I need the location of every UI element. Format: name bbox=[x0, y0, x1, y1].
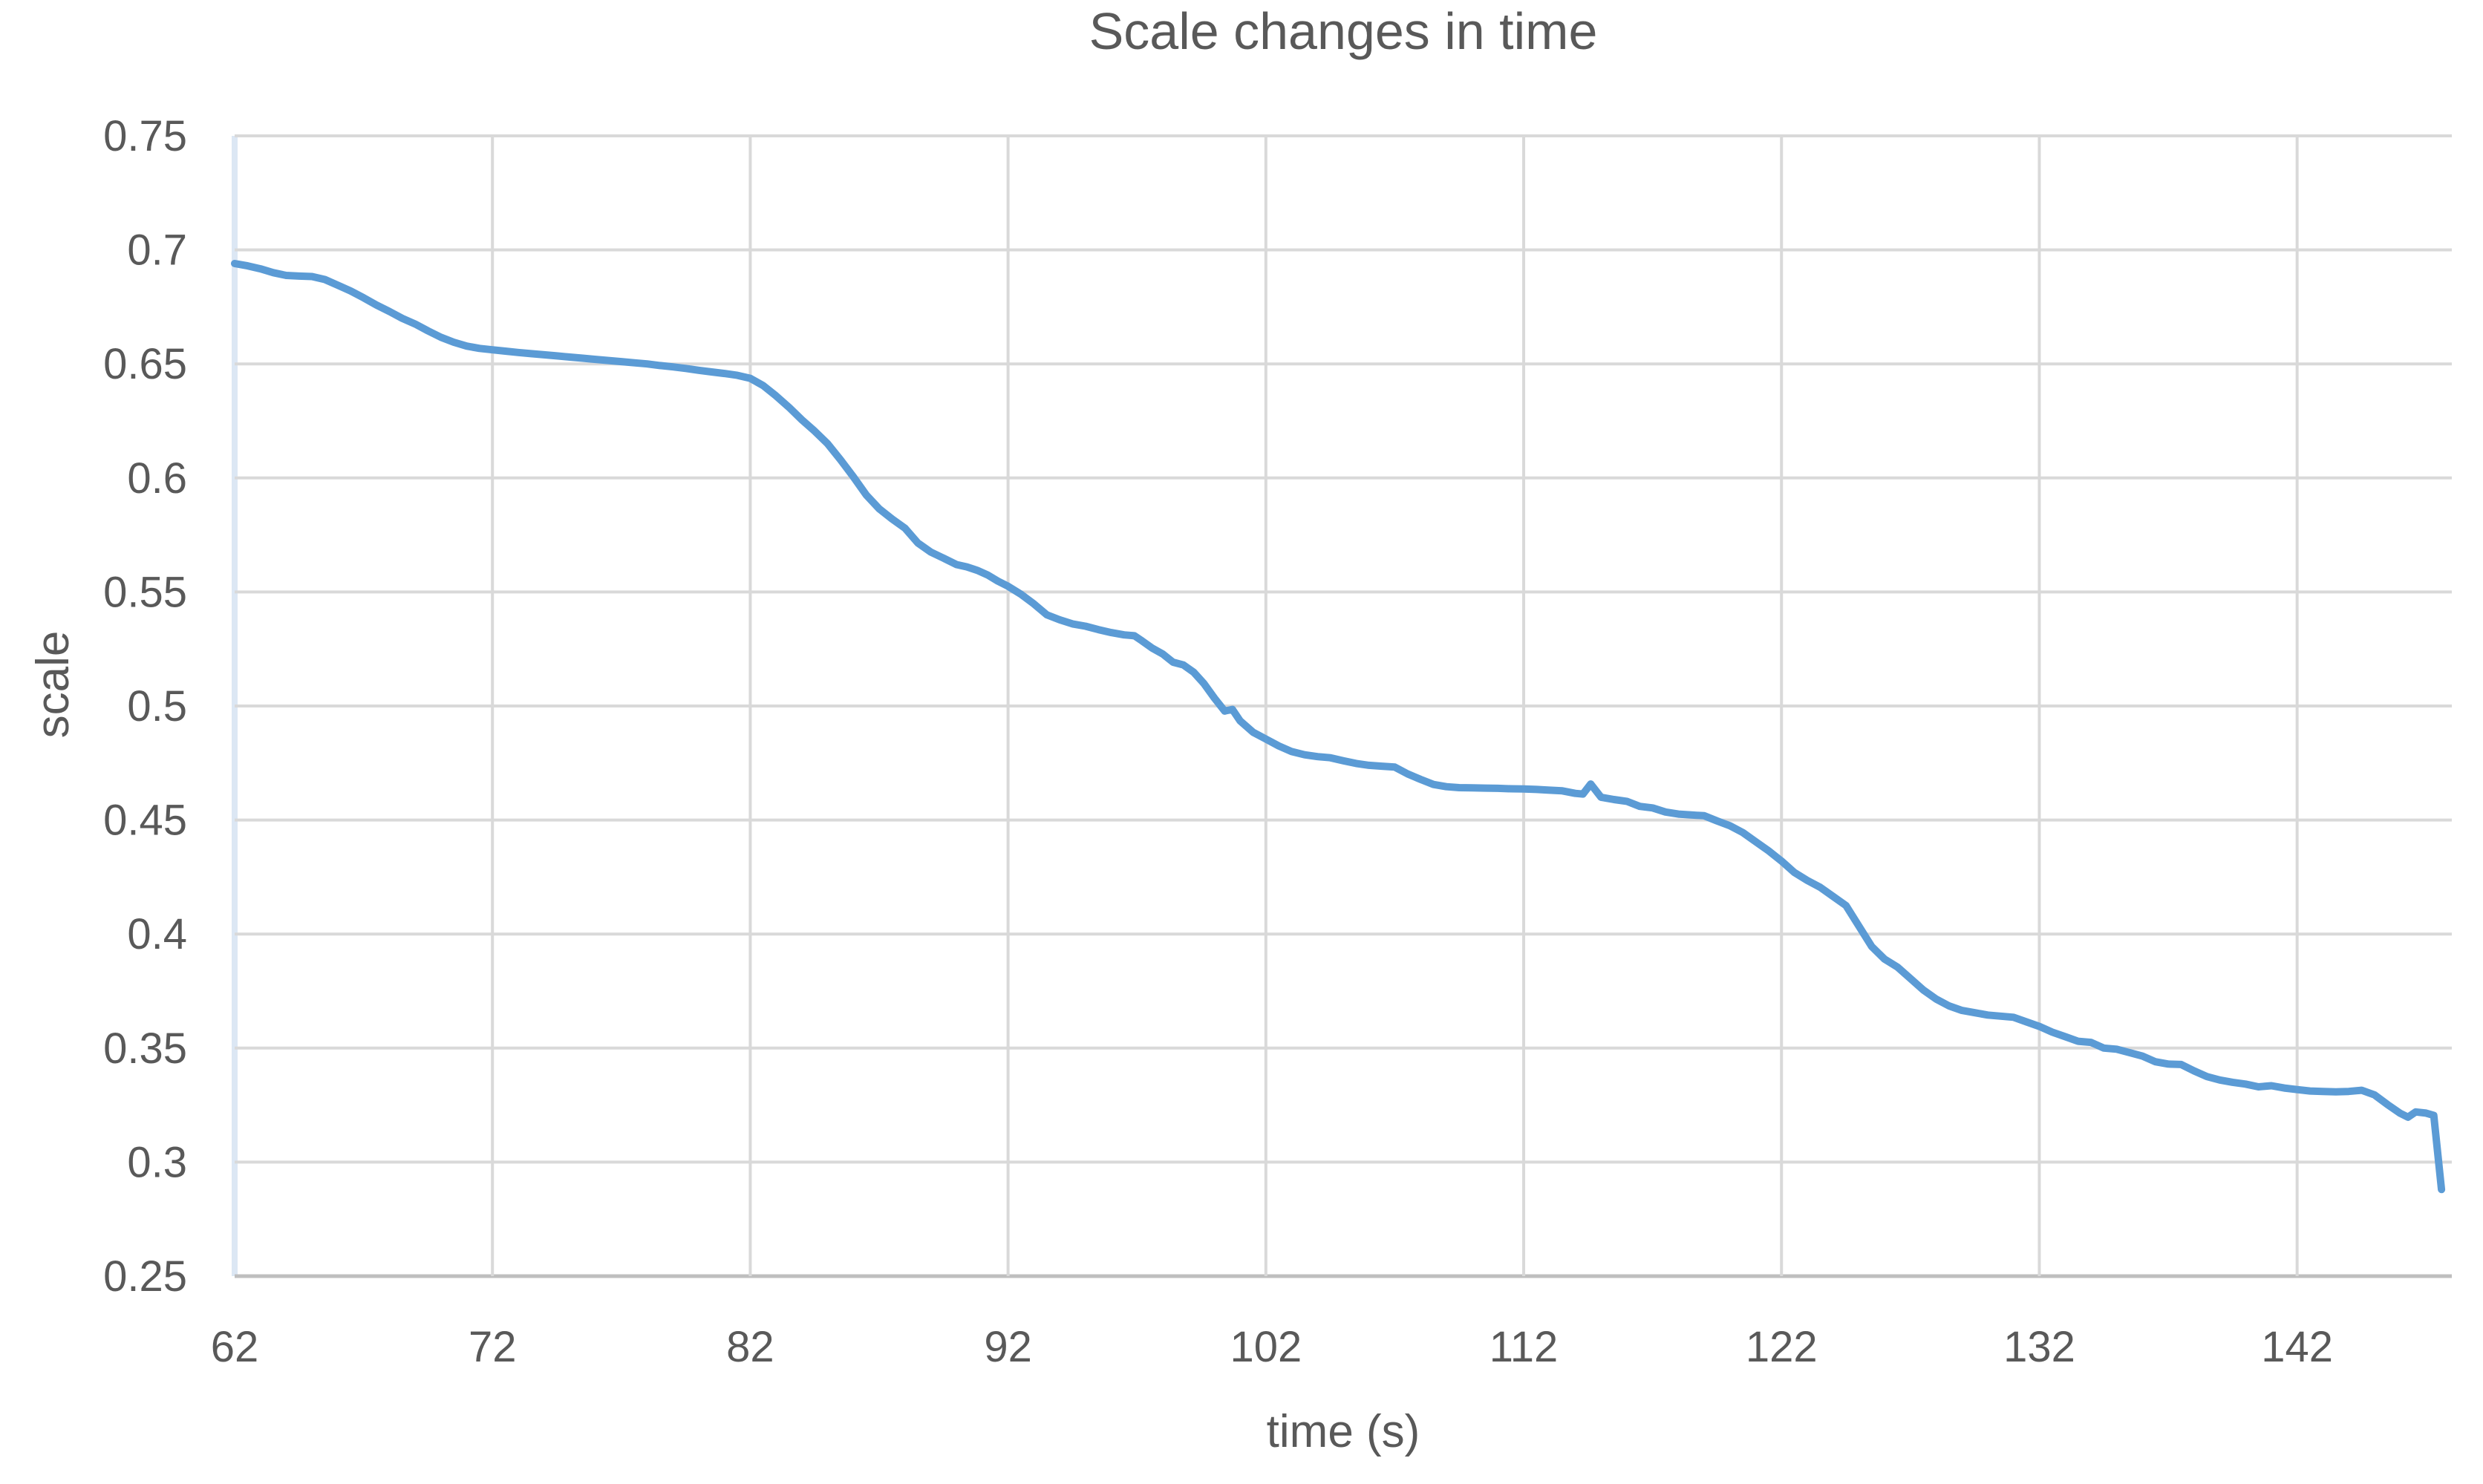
y-tick-label: 0.4 bbox=[127, 910, 187, 958]
x-tick-label: 82 bbox=[726, 1323, 774, 1371]
chart-title: Scale changes in time bbox=[1089, 2, 1598, 60]
x-tick-label: 102 bbox=[1230, 1323, 1302, 1371]
y-tick-label: 0.6 bbox=[127, 454, 187, 503]
x-tick-label: 112 bbox=[1490, 1323, 1558, 1371]
y-tick-label: 0.5 bbox=[127, 682, 187, 730]
y-tick-label: 0.55 bbox=[103, 568, 187, 616]
y-tick-label: 0.25 bbox=[103, 1252, 187, 1301]
y-tick-label: 0.45 bbox=[103, 797, 187, 845]
y-tick-label: 0.7 bbox=[127, 226, 187, 275]
y-tick-label: 0.35 bbox=[103, 1024, 187, 1073]
x-tick-label: 142 bbox=[2261, 1323, 2333, 1371]
y-tick-labels: 0.25 0.3 0.35 0.4 0.45 0.5 0.55 0.6 0.65 0.7 0.75 bbox=[103, 112, 187, 1301]
vertical-gridlines bbox=[491, 136, 2299, 1276]
x-tick-label: 132 bbox=[2003, 1323, 2075, 1371]
y-tick-label: 0.75 bbox=[103, 112, 187, 160]
x-tick-label: 122 bbox=[1746, 1323, 1818, 1371]
x-tick-label: 92 bbox=[984, 1323, 1032, 1371]
horizontal-gridlines bbox=[235, 134, 2452, 1278]
x-tick-label: 62 bbox=[211, 1323, 259, 1371]
x-tick-labels: 62 72 82 92 102 112 122 132 142 bbox=[211, 1323, 2333, 1371]
x-tick-label: 72 bbox=[469, 1323, 517, 1371]
x-axis-title: time (s) bbox=[1266, 1406, 1420, 1457]
y-tick-label: 0.3 bbox=[127, 1138, 187, 1186]
series-line-scale bbox=[231, 260, 2446, 1194]
y-tick-label: 0.65 bbox=[103, 340, 187, 388]
